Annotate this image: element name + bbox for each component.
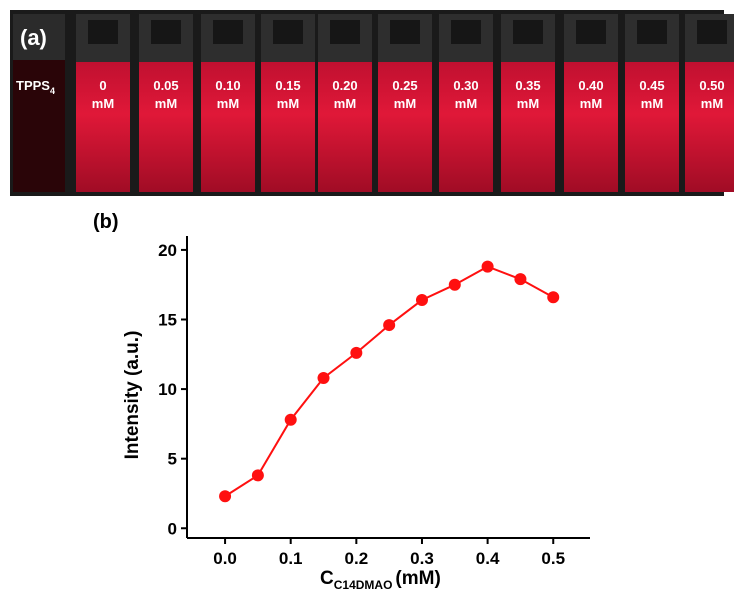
data-point <box>415 294 428 307</box>
data-point <box>350 346 363 359</box>
cuvette-window <box>576 20 606 44</box>
y-axis-label: Intensity (a.u.) <box>122 331 143 460</box>
sample-value: 0.20 <box>332 78 357 93</box>
x-label-unit: (mM) <box>395 568 440 589</box>
sample-value: 0.45 <box>639 78 664 93</box>
sample-value: 0.15 <box>275 78 300 93</box>
cuvette <box>625 62 679 192</box>
data-point <box>383 319 396 332</box>
chart: 0 5 10 15 20 0.0 0.1 0.2 0.3 0.4 0.5 Intensity (a.u… <box>122 236 590 592</box>
cuvette <box>439 62 493 192</box>
x-tick-label: 0.1 <box>279 549 303 568</box>
x-axis-label: CC14DMAO (mM) <box>320 568 441 590</box>
photo: TPPS4 0 mM 0.05 mM 0.10 mM 0.15 mM 0.20 mM 0.25 mM 0.… <box>13 14 734 192</box>
cuvette-window <box>330 20 360 44</box>
cuvette-window <box>451 20 481 44</box>
data-point <box>448 278 461 291</box>
cuvette <box>76 62 130 192</box>
sample-value: 0.30 <box>453 78 478 93</box>
cuvette-window <box>513 20 543 44</box>
x-label-main: C <box>320 568 334 589</box>
cuvette-window <box>151 20 181 44</box>
panel-label: (b) <box>93 211 119 233</box>
series-line <box>224 265 554 498</box>
sample-unit: mM <box>277 96 299 111</box>
panel-label: (a) <box>20 25 47 50</box>
x-tick-label: 0.5 <box>541 549 565 568</box>
y-tick-label: 10 <box>158 380 177 399</box>
sample-value: 0.35 <box>515 78 540 93</box>
cuvette <box>378 62 432 192</box>
sample-unit: mM <box>334 96 356 111</box>
x-tick-label: 0.0 <box>213 549 237 568</box>
y-tick-label: 0 <box>168 519 177 538</box>
cuvette-window <box>88 20 118 44</box>
data-point <box>284 413 297 426</box>
cuvette <box>201 62 255 192</box>
data-point <box>481 260 494 273</box>
sample-unit: mM <box>92 96 114 111</box>
reference-label: TPPS4 <box>16 78 55 96</box>
cuvette-cap <box>13 14 65 60</box>
cuvette <box>685 62 734 192</box>
cuvette <box>318 62 372 192</box>
cuvette-window <box>697 20 727 44</box>
sample-value: 0.25 <box>392 78 417 93</box>
cuvette <box>261 62 315 192</box>
sample-unit: mM <box>701 96 723 111</box>
cuvette-window <box>213 20 243 44</box>
sample-unit: mM <box>155 96 177 111</box>
data-point <box>317 371 330 384</box>
y-tick-label: 5 <box>168 450 177 469</box>
sample-value: 0.40 <box>578 78 603 93</box>
cuvette <box>564 62 618 192</box>
x-label-sub: C14DMAO <box>334 578 393 590</box>
reference-text: TPPS <box>16 78 50 93</box>
sample-value: 0.50 <box>699 78 724 93</box>
sample-value: 0.10 <box>215 78 240 93</box>
cuvette-window <box>637 20 667 44</box>
y-tick-label: 15 <box>158 311 177 330</box>
data-point <box>251 469 264 482</box>
y-tick-label: 20 <box>158 241 177 260</box>
sample-unit: mM <box>517 96 539 111</box>
reference-sub: 4 <box>50 86 55 96</box>
sample-unit: mM <box>641 96 663 111</box>
cuvette <box>13 60 65 192</box>
data-point <box>514 273 527 286</box>
sample-value: 0 <box>99 78 106 93</box>
data-point <box>219 490 232 503</box>
sample-unit: mM <box>455 96 477 111</box>
sample-value: 0.05 <box>153 78 178 93</box>
sample-unit: mM <box>580 96 602 111</box>
x-tick-label: 0.3 <box>410 549 434 568</box>
data-point <box>547 291 560 304</box>
sample-unit: mM <box>217 96 239 111</box>
cuvette-window <box>273 20 303 44</box>
sample-unit: mM <box>394 96 416 111</box>
x-tick-label: 0.4 <box>476 549 500 568</box>
cuvette <box>501 62 555 192</box>
cuvette <box>139 62 193 192</box>
x-tick-label: 0.2 <box>345 549 369 568</box>
cuvette-window <box>390 20 420 44</box>
